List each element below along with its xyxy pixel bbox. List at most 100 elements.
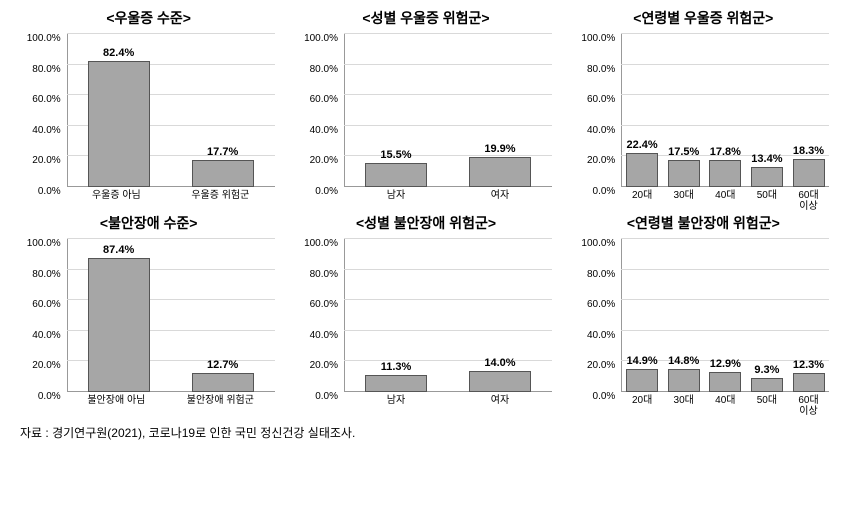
y-tick-label: 100.0% [296,239,338,249]
x-labels: 우울증 아님우울증 위험군 [67,187,275,209]
bar-value-label: 15.5% [380,149,411,161]
bar-wrap: 13.4% [751,34,783,187]
x-label: 60대이상 [798,392,818,417]
bar-wrap: 18.3% [793,34,825,187]
bar [88,258,150,392]
bars-container: 87.4% 12.7% [67,239,275,392]
bar-wrap: 11.3% [365,239,427,392]
plot-area: 0.0%20.0%40.0%60.0%80.0%100.0%82.4%17.7%… [19,34,279,209]
y-tick-label: 40.0% [296,331,338,341]
bar-wrap: 12.3% [793,239,825,392]
bar [192,160,254,187]
y-tick-label: 80.0% [573,270,615,280]
y-tick-label: 80.0% [19,65,61,75]
chart-cell-4: <성별 불안장애 위험군>0.0%20.0%40.0%60.0%80.0%100… [289,213,562,414]
chart-cell-5: <연령별 불안장애 위험군>0.0%20.0%40.0%60.0%80.0%10… [567,213,840,414]
x-label: 20대 [632,187,652,201]
y-tick-label: 0.0% [19,392,61,402]
y-tick-label: 0.0% [296,187,338,197]
x-labels: 남자 여자 [344,392,552,414]
chart-cell-2: <연령별 우울증 위험군>0.0%20.0%40.0%60.0%80.0%100… [567,8,840,209]
bar [793,373,825,392]
y-tick-label: 100.0% [296,34,338,44]
bar [626,153,658,187]
bar-wrap: 87.4% [88,239,150,392]
y-tick-label: 40.0% [19,331,61,341]
chart-title: <성별 불안장애 위험군> [356,213,496,233]
bars-container: 22.4% 17.5% 17.8% 13.4% 18.3% [621,34,829,187]
y-tick-label: 80.0% [296,65,338,75]
y-tick-label: 60.0% [19,300,61,310]
bar-value-label: 19.9% [484,143,515,155]
x-labels: 남자 여자 [344,187,552,209]
y-tick-label: 60.0% [573,95,615,105]
bar [626,369,658,392]
y-tick-label: 80.0% [573,65,615,75]
x-label: 불안장애 아님 [87,392,145,406]
bar [365,375,427,392]
bar-wrap: 17.5% [668,34,700,187]
bar-wrap: 12.9% [709,239,741,392]
x-label: 여자 [491,187,509,201]
bars-container: 14.9%14.8%12.9%9.3%12.3% [621,239,829,392]
bar-wrap: 14.9% [626,239,658,392]
y-tick-label: 60.0% [296,300,338,310]
bar-wrap: 9.3% [751,239,783,392]
plot-area: 0.0%20.0%40.0%60.0%80.0%100.0%87.4%12.7%… [19,239,279,414]
y-tick-label: 20.0% [296,361,338,371]
bar [751,378,783,392]
x-label: 50대 [757,187,777,201]
plot-area: 0.0%20.0%40.0%60.0%80.0%100.0%11.3%14.0%… [296,239,556,414]
x-label: 우울증 아님 [92,187,141,201]
bar-value-label: 87.4% [103,244,134,256]
bar-wrap: 12.7% [192,239,254,392]
plot-area: 0.0%20.0%40.0%60.0%80.0%100.0%22.4%17.5%… [573,34,833,209]
source-citation: 자료 : 경기연구원(2021), 코로나19로 인한 국민 정신건강 실태조사… [0,418,852,441]
chart-cell-0: <우울증 수준>0.0%20.0%40.0%60.0%80.0%100.0%82… [12,8,285,209]
bar-value-label: 13.4% [751,153,782,165]
y-tick-label: 40.0% [573,331,615,341]
bar [751,167,783,188]
plot-area: 0.0% 20.0% 40.0% 60.0% 80.0% 100.0% 15.5% 19.9%… [296,34,556,209]
bar-wrap: 14.0% [469,239,531,392]
y-tick-label: 40.0% [573,126,615,136]
bar [365,163,427,187]
bars-container: 15.5% 19.9% [344,34,552,187]
x-labels: 불안장애 아님 불안장애 위험군 [67,392,275,414]
bars-container: 11.3% 14.0% [344,239,552,392]
bar-wrap: 19.9% [469,34,531,187]
y-tick-label: 40.0% [296,126,338,136]
bar-value-label: 14.0% [484,357,515,369]
x-label: 남자 [387,392,405,406]
bar [192,373,254,392]
y-tick-label: 0.0% [19,187,61,197]
y-tick-label: 20.0% [296,156,338,166]
chart-title: <연령별 우울증 위험군> [633,8,773,28]
y-tick-label: 20.0% [573,361,615,371]
y-tick-label: 40.0% [19,126,61,136]
y-tick-label: 60.0% [296,95,338,105]
x-label: 불안장애 위험군 [187,392,254,406]
y-tick-label: 100.0% [573,239,615,249]
bar-value-label: 12.7% [207,359,238,371]
bar-wrap: 82.4% [88,34,150,187]
x-label: 여자 [491,392,509,406]
x-label: 30대 [674,187,694,201]
x-label: 남자 [387,187,405,201]
bar-value-label: 11.3% [381,361,412,373]
x-label: 50대 [757,392,777,406]
chart-cell-1: <성별 우울증 위험군> 0.0% 20.0% 40.0% 60.0% 80.0% 100.… [289,8,562,209]
y-tick-label: 100.0% [573,34,615,44]
y-tick-label: 0.0% [573,187,615,197]
y-tick-label: 60.0% [573,300,615,310]
y-tick-label: 20.0% [19,361,61,371]
bar-wrap: 22.4% [626,34,658,187]
bar [709,160,741,187]
chart-title: <불안장애 수준> [100,213,198,233]
y-tick-label: 100.0% [19,239,61,249]
chart-title: <성별 우울증 위험군> [362,8,489,28]
bar-value-label: 17.8% [710,146,741,158]
y-tick-label: 100.0% [19,34,61,44]
chart-title: <우울증 수준> [106,8,191,28]
x-label: 40대 [715,392,735,406]
